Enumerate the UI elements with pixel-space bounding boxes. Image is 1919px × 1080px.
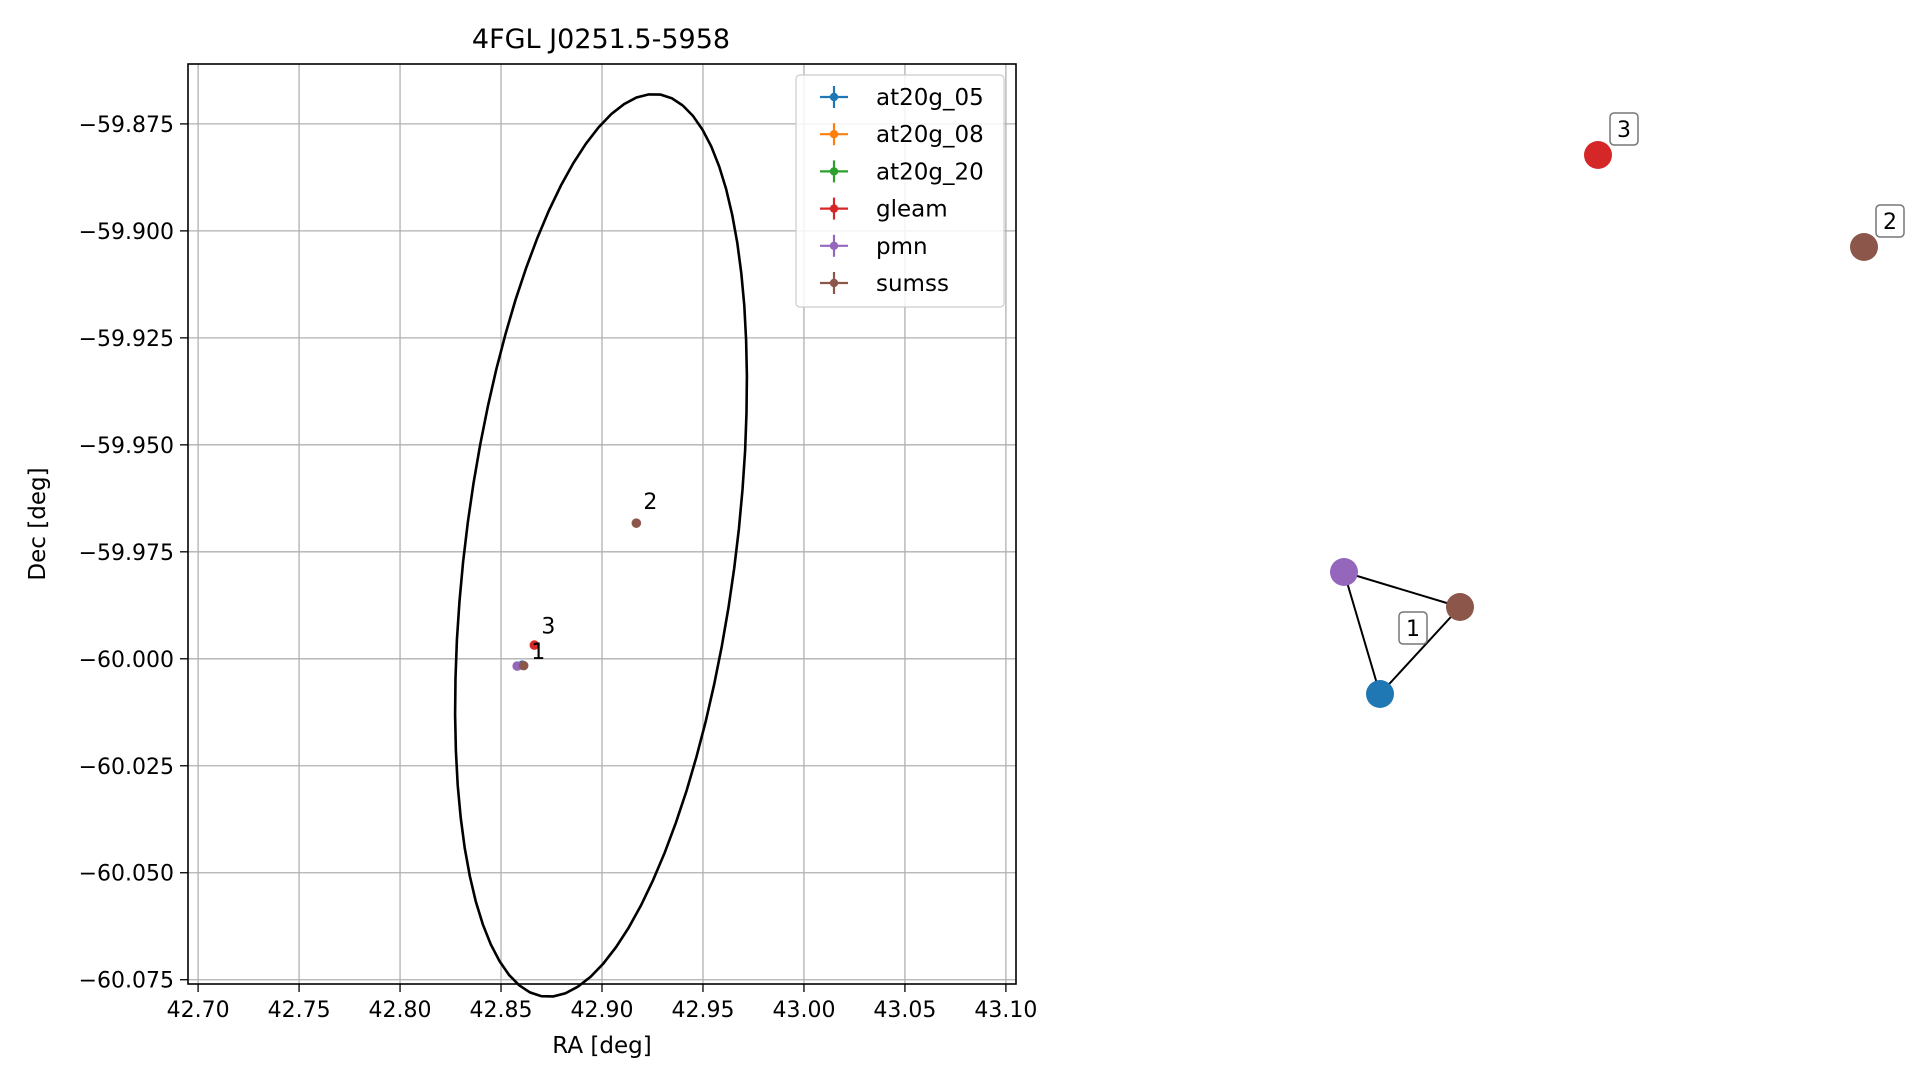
graph-edge (1379, 606, 1461, 695)
graph-label: 2 (1883, 210, 1897, 235)
y-axis-label: Dec [deg] (25, 467, 51, 580)
graph-node-pmn (1330, 558, 1358, 586)
graph-nodes (1330, 141, 1878, 708)
graph-label-box (1609, 112, 1639, 146)
y-tick-label: −59.925 (79, 327, 174, 352)
graph-labels: 1 2 3 (1398, 112, 1905, 645)
x-tick-label: 42.95 (671, 998, 734, 1023)
source-annotation: 3 (541, 614, 555, 639)
error-ellipse-layer (453, 93, 749, 998)
x-tick-label: 42.70 (167, 998, 230, 1023)
legend-label-at20g_05: at20g_05 (876, 85, 984, 111)
graph-edge (1343, 571, 1381, 695)
x-tick-label: 42.80 (369, 998, 432, 1023)
annotation-layer: 1 2 3 (531, 490, 657, 665)
graph-node-sumss_2 (1850, 233, 1878, 261)
y-tick-label: −59.950 (79, 434, 174, 459)
graph-label-box (1398, 611, 1428, 645)
graph-edges (1343, 571, 1461, 695)
legend-marker-sumss (829, 278, 839, 288)
graph-node-sumss_1 (1446, 593, 1474, 621)
point-sumss (518, 660, 529, 671)
legend-marker-pmn (829, 241, 839, 250)
legend-frame (795, 74, 1005, 308)
legend-label-at20g_20: at20g_20 (876, 159, 984, 185)
sky-position-chart: 4FGL J0251.5-5958 123 42.70 42.75 42.80 42.… (25, 24, 1037, 1059)
legend-label-at20g_08: at20g_08 (876, 122, 984, 148)
graph-node-gleam_3 (1584, 141, 1612, 169)
legend-marker-gleam (829, 204, 839, 213)
legend-label-pmn: pmn (876, 234, 928, 260)
x-tick-label: 42.90 (571, 998, 634, 1023)
point-sumss (631, 518, 642, 528)
legend-label-sumss: sumss (876, 271, 949, 297)
legend-marker-at20g_05 (829, 92, 839, 102)
x-tick-label: 43.00 (772, 998, 835, 1023)
y-tick-label: −60.050 (79, 862, 174, 887)
x-ticks: 42.70 42.75 42.80 42.85 42.90 42.95 43.00 43.05… (167, 984, 1037, 1023)
point-gleam (529, 640, 540, 650)
graph-node-at20g_05 (1366, 680, 1394, 708)
y-tick-label: −59.875 (79, 113, 174, 138)
x-tick-label: 42.85 (470, 998, 533, 1023)
x-tick-label: 42.75 (268, 998, 331, 1023)
legend-marker-at20g_08 (829, 130, 839, 139)
data-points-layer (512, 518, 642, 671)
y-tick-label: −59.975 (79, 541, 174, 566)
error-ellipse (453, 93, 749, 998)
y-tick-label: −60.025 (79, 755, 174, 780)
y-tick-label: −60.075 (79, 969, 174, 994)
y-ticks: −59.875 −59.900 −59.925 −59.950 −59.975 −60.0… (79, 113, 188, 994)
graph-label-box (1875, 204, 1905, 238)
graph-label: 3 (1617, 118, 1631, 143)
legend-label-gleam: gleam (876, 197, 948, 223)
x-tick-label: 43.05 (873, 998, 936, 1023)
graph-label: 1 (1406, 617, 1420, 642)
legend-marker-at20g_20 (829, 167, 839, 176)
source-annotation: 1 (531, 640, 545, 665)
crossmatch-graph: 1 2 3 (1330, 112, 1905, 708)
x-axis-label: RA [deg] (552, 1033, 651, 1059)
grid-layer (188, 64, 1016, 984)
graph-edge (1343, 571, 1461, 608)
y-tick-label: −59.900 (79, 220, 174, 245)
chart-title: 4FGL J0251.5-5958 (472, 24, 730, 55)
source-annotation: 2 (643, 490, 657, 515)
y-tick-label: −60.000 (79, 648, 174, 673)
x-tick-label: 43.10 (974, 998, 1037, 1023)
